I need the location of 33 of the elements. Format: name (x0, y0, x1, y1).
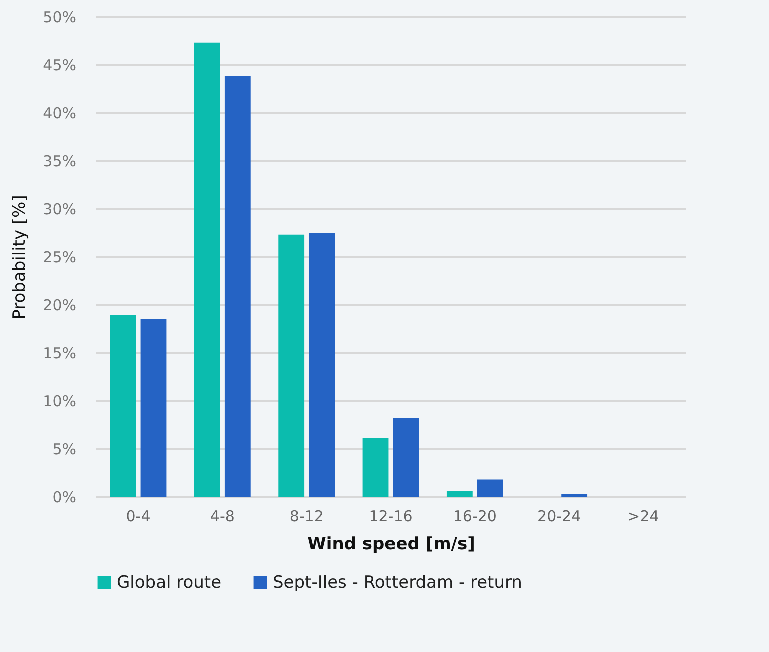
x-tick-label: 8-12 (290, 508, 324, 526)
bar (278, 234, 305, 497)
x-axis-title: Wind speed [m/s] (308, 534, 476, 554)
bar (309, 233, 336, 497)
x-tick-label: 20-24 (538, 508, 582, 526)
bar (224, 76, 251, 497)
y-tick-label: 15% (43, 344, 76, 362)
y-tick-label: 0% (52, 488, 76, 506)
bar (477, 480, 504, 497)
y-tick-label: 50% (43, 8, 76, 26)
bar (362, 438, 389, 497)
y-axis-title: Probability [%] (10, 195, 30, 320)
y-tick-label: 35% (43, 152, 76, 170)
y-tick-label: 5% (52, 440, 76, 458)
y-tick-label: 30% (43, 200, 76, 218)
legend-label: Sept-Iles - Rotterdam - return (273, 572, 522, 593)
bar (110, 316, 136, 497)
x-tick-label: 16-20 (453, 508, 497, 526)
x-tick-label: 0-4 (126, 508, 151, 526)
y-tick-label: 20% (43, 296, 76, 314)
x-tick-label: 12-16 (369, 508, 413, 526)
bar (194, 42, 220, 497)
legend-label: Global route (117, 572, 222, 593)
y-tick-label: 40% (43, 104, 76, 122)
bar (140, 319, 167, 497)
bar (446, 491, 473, 497)
bar (562, 494, 588, 497)
y-tick-label: 10% (43, 392, 76, 410)
bar (393, 418, 420, 497)
y-tick-label: 45% (43, 56, 76, 74)
x-tick-label: 4-8 (210, 508, 235, 526)
x-tick-label: >24 (628, 508, 660, 526)
y-tick-label: 25% (43, 248, 76, 266)
